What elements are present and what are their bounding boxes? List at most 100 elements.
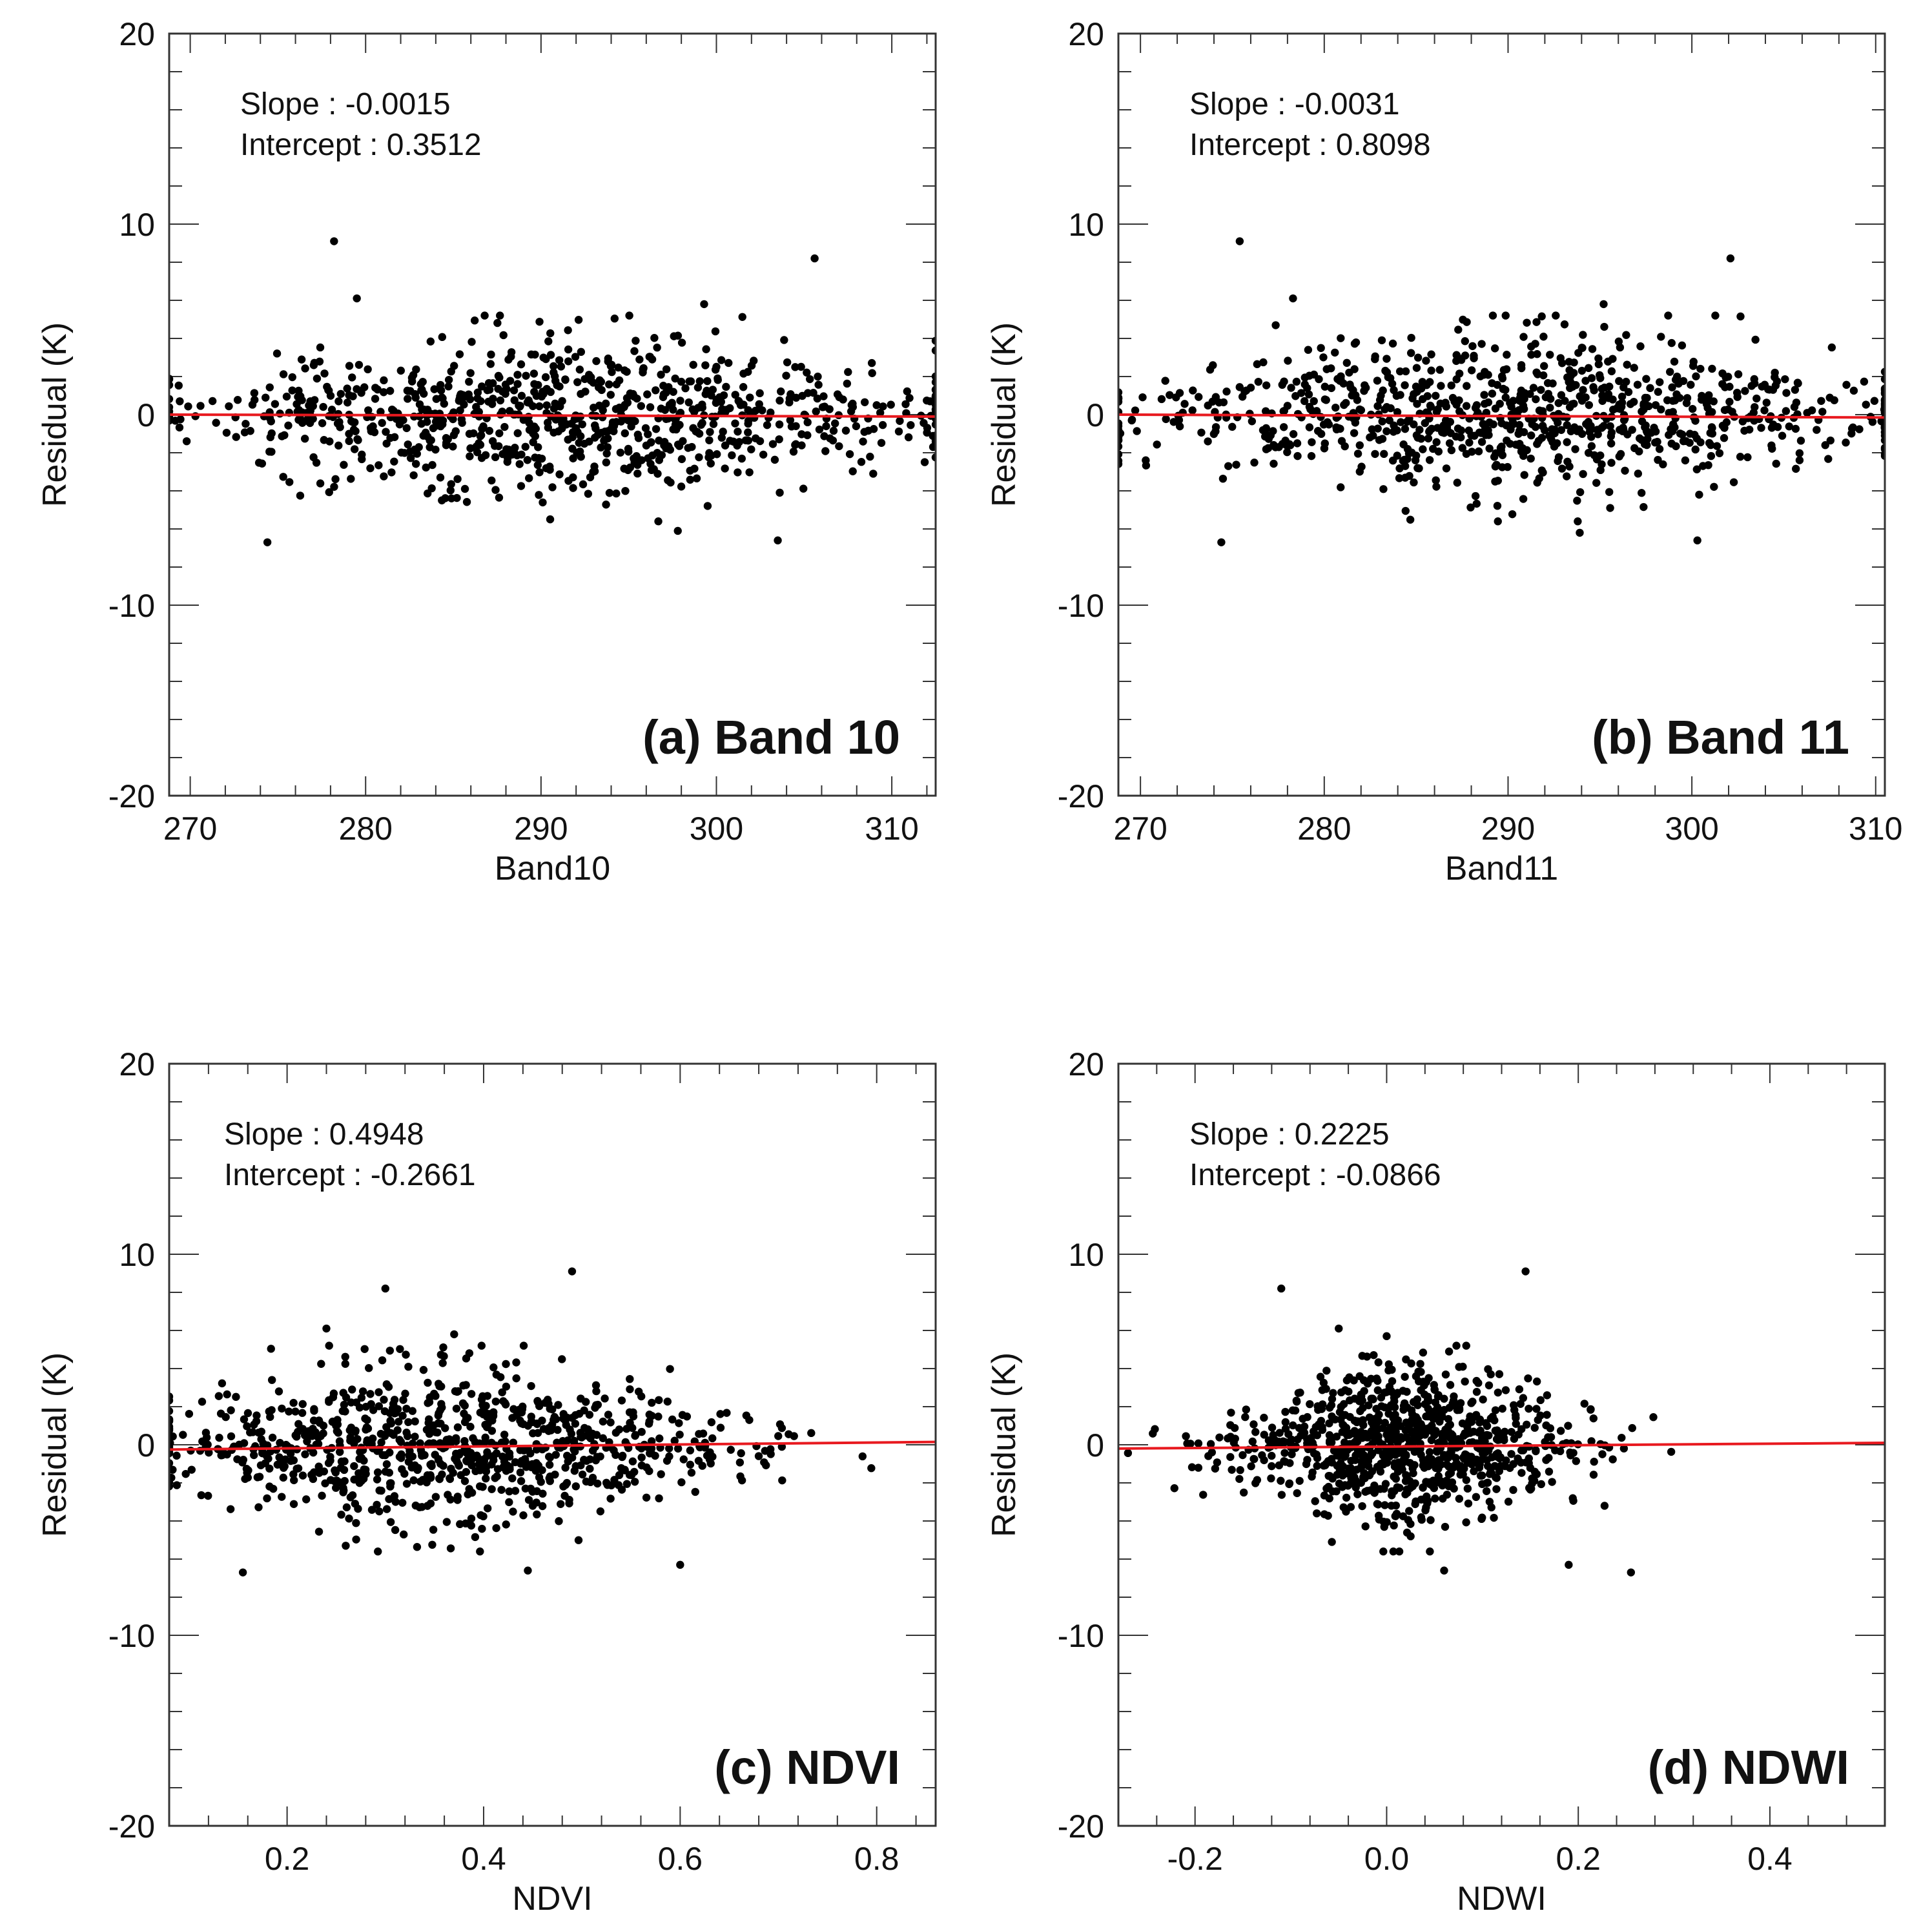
data-point [1598,397,1607,405]
data-point [345,429,353,438]
data-point [340,1457,349,1465]
data-point [1634,470,1643,478]
data-point [1287,384,1295,392]
data-point [819,403,828,411]
data-point [1782,389,1791,397]
data-point [1794,379,1802,388]
data-point [515,460,524,468]
data-point [601,1394,609,1403]
data-point [471,1533,480,1542]
data-point [289,1500,298,1508]
data-point [1771,368,1779,377]
data-point [1521,389,1529,397]
data-point [1619,1444,1629,1453]
data-point [280,431,289,440]
data-point [699,1429,708,1438]
data-point [592,357,601,366]
data-point [483,1504,492,1513]
data-point [493,1465,502,1473]
data-point [1293,439,1302,448]
data-point [1319,420,1328,429]
data-point [1294,1389,1303,1397]
data-point [814,380,823,389]
data-point [358,1387,367,1396]
data-point [169,1407,174,1415]
data-point [1326,1472,1334,1480]
data-point [535,317,544,326]
data-point [559,1410,568,1418]
data-point [1204,1452,1213,1460]
data-point [181,1469,190,1478]
y-tick-label: -20 [1058,778,1104,814]
data-point [1386,1436,1395,1445]
data-point [1563,472,1571,481]
data-point [568,433,577,442]
data-point [477,1511,485,1520]
data-point [1504,1497,1513,1506]
data-point [475,1482,484,1491]
data-point [1683,394,1692,402]
data-point [309,453,318,462]
data-point [1213,1458,1222,1467]
data-point [1411,1500,1419,1509]
data-point [1526,454,1535,463]
data-point [486,360,495,368]
data-point [605,489,614,497]
data-point [1374,1432,1382,1441]
data-point [835,393,843,402]
data-point [227,1432,236,1441]
data-point [1479,1395,1487,1404]
data-point [1569,1496,1577,1505]
data-point [858,1452,867,1461]
data-point [1649,1413,1658,1422]
data-point [538,1445,547,1454]
data-point [492,1524,500,1533]
data-point [377,1438,385,1447]
data-point [845,450,854,459]
data-point [1161,377,1169,385]
data-point [317,1360,325,1368]
data-point [477,453,486,462]
data-point [1432,438,1441,446]
data-point [268,1433,277,1442]
data-point [392,415,401,423]
data-point [395,1453,404,1461]
data-point [1389,1400,1397,1409]
data-point [626,1418,634,1427]
fit-line [169,413,936,418]
data-point [1406,515,1415,524]
data-point-outlier [1382,1332,1391,1341]
data-point [1537,386,1545,394]
data-point [1268,1462,1276,1471]
data-point [496,311,504,320]
data-point [1563,420,1571,429]
data-point [380,1396,388,1404]
data-point [546,351,555,359]
data-point [1352,1465,1361,1474]
data-point [1607,367,1616,376]
data-point [581,388,590,396]
data-point [1325,1403,1334,1412]
data-point [1536,1411,1545,1420]
data-point [1306,1400,1314,1409]
data-point [473,394,482,402]
data-point [1399,440,1408,449]
data-point [1671,375,1680,384]
data-point [1162,415,1170,424]
data-point [1425,456,1434,464]
data-point [1407,1406,1416,1414]
data-point [456,1449,465,1457]
data-point [428,1540,437,1549]
data-point [1432,1406,1441,1414]
data-point [529,369,539,378]
data-point [570,415,579,424]
data-point [428,460,437,470]
data-point [1467,431,1475,440]
data-point [491,442,499,450]
data-point [719,428,727,436]
data-point [379,388,388,397]
data-point [670,332,678,340]
data-point [550,1412,559,1422]
data-point [1281,1407,1290,1416]
data-point [517,1477,526,1485]
